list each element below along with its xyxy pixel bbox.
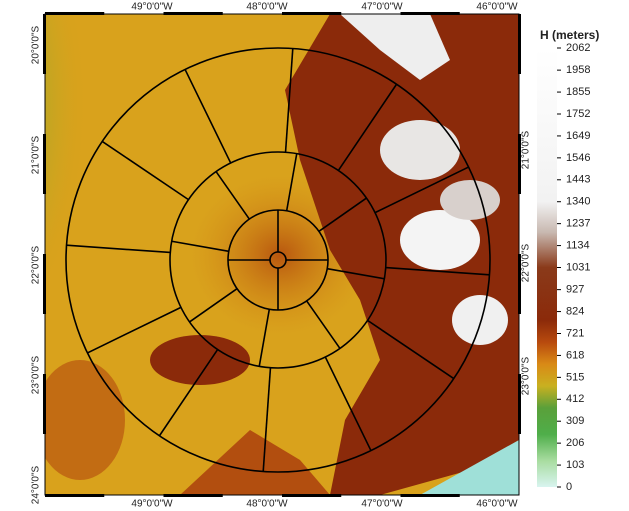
lon-label: 48°0'0"W (246, 2, 288, 13)
frame-bar (282, 12, 341, 15)
lat-label: 23°0'0"S (31, 355, 42, 394)
frame-bar (43, 254, 46, 314)
terrain (0, 0, 519, 495)
colorbar-label: 515 (566, 371, 584, 383)
lon-label: 47°0'0"W (361, 2, 403, 13)
colorbar-label: 618 (566, 349, 584, 361)
lat-label: 20°0'0"S (31, 25, 42, 64)
colorbar-label: 1752 (566, 108, 590, 120)
colorbar-label: 1443 (566, 174, 590, 186)
colorbar-label: 721 (566, 327, 584, 339)
lat-label: 22°0'0"S (31, 245, 42, 284)
colorbar-label: 2062 (566, 42, 590, 54)
lat-label: 21°0'0"S (521, 130, 532, 169)
colorbar-label: 1340 (566, 196, 590, 208)
colorbar-label: 412 (566, 393, 584, 405)
lon-label: 46°0'0"W (476, 2, 518, 13)
frame-bar (45, 494, 104, 497)
frame-bar (43, 134, 46, 194)
lat-label: 21°0'0"S (31, 135, 42, 174)
colorbar-label: 1237 (566, 218, 590, 230)
lon-label: 48°0'0"W (246, 499, 288, 510)
frame-bar (518, 14, 521, 74)
map-figure: H (meters) 49°0'0"W 48°0'0"W 47°0'0"W 46°0'… (0, 0, 629, 511)
frame-bar (45, 12, 104, 15)
colorbar-label: 206 (566, 437, 584, 449)
colorbar-label: 309 (566, 415, 584, 427)
colorbar-label: 103 (566, 459, 584, 471)
colorbar-label: 824 (566, 305, 584, 317)
lon-label: 49°0'0"W (131, 2, 173, 13)
colorbar-label: 1031 (566, 261, 590, 273)
lon-label: 49°0'0"W (131, 499, 173, 510)
frame-bar (401, 494, 460, 497)
frame-bar (43, 14, 46, 74)
frame-bar (401, 12, 460, 15)
colorbar-label: 927 (566, 284, 584, 296)
lon-label: 46°0'0"W (476, 499, 518, 510)
lat-label: 22°0'0"S (521, 243, 532, 282)
frame-bar (43, 374, 46, 434)
colorbar-label: 1855 (566, 86, 590, 98)
colorbar-label: 0 (566, 481, 572, 493)
colorbar-label: 1134 (566, 239, 590, 251)
lat-label: 24°0'0"S (31, 465, 42, 504)
colorbar-label: 1546 (566, 152, 590, 164)
colorbar (537, 48, 557, 487)
lon-label: 47°0'0"W (361, 499, 403, 510)
colorbar-label: 1649 (566, 130, 590, 142)
colorbar-label: 1958 (566, 64, 590, 76)
frame-bar (282, 494, 341, 497)
frame-bar (164, 494, 223, 497)
legend-title: H (meters) (540, 28, 599, 42)
lat-label: 23°0'0"S (521, 356, 532, 395)
